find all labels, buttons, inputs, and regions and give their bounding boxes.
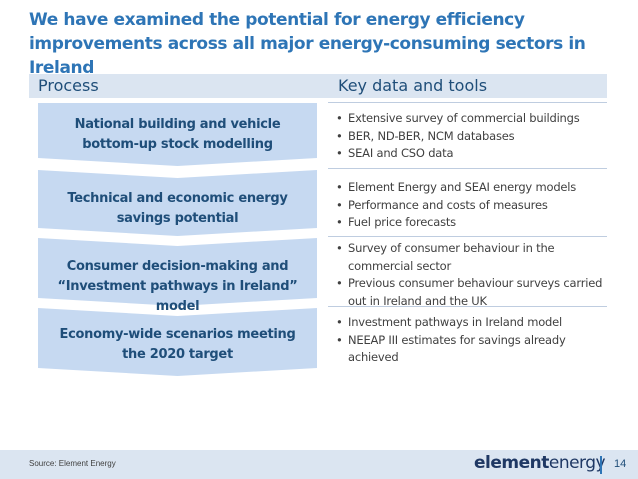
chevron-shape [38,238,317,306]
process-step-2: Technical and economic energy savings po… [38,170,317,236]
key-data-header: Key data and tools [338,76,488,95]
key-data-list-2: Element Energy and SEAI energy models Pe… [336,179,606,232]
list-item: Extensive survey of commercial buildings [336,110,606,128]
list-item: Survey of consumer behaviour in the comm… [336,240,606,275]
process-step-3: Consumer decision-making and “Investment… [38,238,317,314]
chevron-shape [38,308,317,376]
list-item: Investment pathways in Ireland model [336,314,606,332]
key-data-list-1: Extensive survey of commercial buildings… [336,110,606,163]
list-item: Previous consumer behaviour surveys carr… [336,275,606,310]
page-number: 14 [614,458,627,470]
slide-title: We have examined the potential for energ… [29,10,586,78]
element-energy-logo: elementenergy [474,453,606,473]
source-note: Source: Element Energy [29,459,116,468]
chevron-shape [38,103,317,166]
logo-divider [600,456,602,474]
process-step-label: Consumer decision-making and “Investment… [57,259,298,314]
list-item: NEEAP III estimates for savings already … [336,332,606,367]
row-divider [328,102,607,103]
row-divider [328,168,607,169]
process-step-4: Economy-wide scenarios meeting the 2020 … [38,308,317,376]
process-step-label: Economy-wide scenarios meeting the 2020 … [59,327,296,362]
chevron-shape [38,170,317,236]
list-item: Element Energy and SEAI energy models [336,179,606,197]
column-header-bar [29,74,607,98]
process-step-label: National building and vehicle bottom-up … [74,117,281,152]
list-item: Fuel price forecasts [336,214,606,232]
process-header: Process [38,76,99,95]
row-divider [328,236,607,237]
list-item: Performance and costs of measures [336,197,606,215]
process-step-label: Technical and economic energy savings po… [67,191,288,226]
process-step-1: National building and vehicle bottom-up … [38,103,317,166]
footer-bar [0,450,638,479]
list-item: SEAI and CSO data [336,145,606,163]
list-item: BER, ND-BER, NCM databases [336,128,606,146]
key-data-list-3: Survey of consumer behaviour in the comm… [336,240,606,310]
key-data-list-4: Investment pathways in Ireland model NEE… [336,314,606,367]
